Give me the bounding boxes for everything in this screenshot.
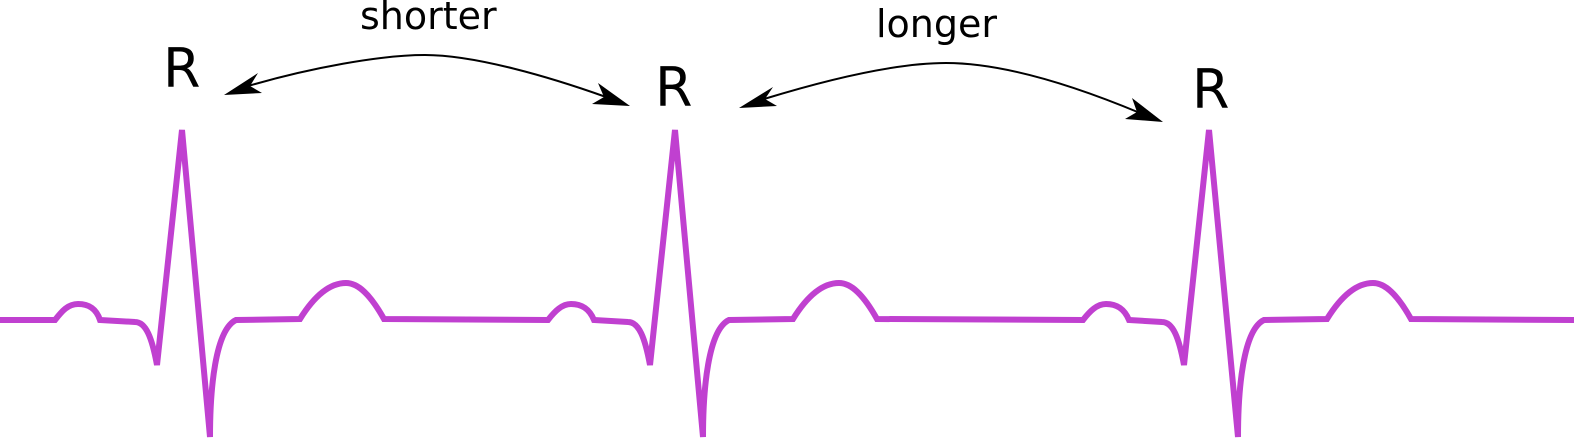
- longer-interval-arrow: [763, 61, 1141, 114]
- r-peak-label-1: R: [163, 37, 201, 100]
- longer-arrow-left-head: [739, 87, 777, 108]
- r-peak-label-2: R: [655, 56, 693, 119]
- r-peak-label-3: R: [1192, 58, 1230, 121]
- shorter-arrow-right-head: [592, 83, 630, 106]
- shorter-interval-arrow: [247, 53, 607, 98]
- shorter-interval-label: shorter: [360, 0, 497, 38]
- longer-arrow-right-head: [1125, 98, 1163, 122]
- shorter-arrow-left-head: [224, 73, 262, 95]
- longer-interval-label: longer: [876, 2, 997, 46]
- ecg-trace: [0, 129, 1574, 438]
